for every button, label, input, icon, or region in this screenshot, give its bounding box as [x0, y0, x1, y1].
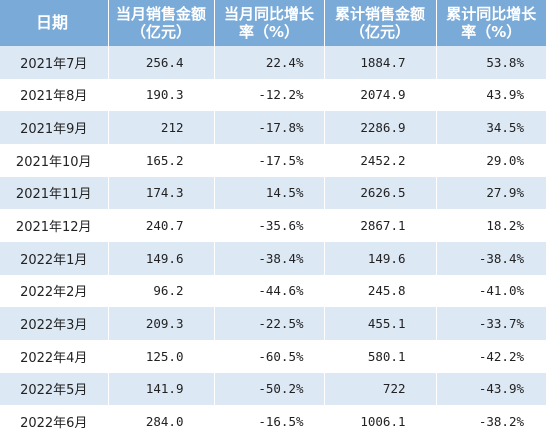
- cell-cumulative-sales: 722: [324, 372, 437, 406]
- header-monthly-yoy-line2: 率（%）: [238, 23, 300, 41]
- cell-monthly-yoy: -44.6%: [214, 274, 325, 308]
- cell-cumulative-sales: 1884.7: [324, 46, 437, 79]
- cell-monthly-sales: 212: [108, 111, 215, 144]
- cell-monthly-sales: 209.3: [108, 307, 215, 340]
- cell-cumulative-yoy: -42.2%: [436, 339, 546, 373]
- header-monthly-yoy: 当月同比增长 率（%）: [214, 0, 325, 46]
- cell-monthly-sales: 149.6: [108, 241, 215, 275]
- table-row: 2021年11月 174.3 14.5% 2626.5 27.9%: [0, 176, 546, 210]
- header-cumulative-yoy-line1: 累计同比增长: [446, 5, 537, 23]
- cell-monthly-sales: 96.2: [108, 274, 215, 308]
- cell-cumulative-yoy: -38.2%: [436, 405, 546, 438]
- header-monthly-sales: 当月销售金额 （亿元）: [108, 0, 215, 46]
- cell-monthly-yoy: -12.2%: [214, 78, 325, 112]
- cell-cumulative-sales: 2867.1: [324, 209, 437, 242]
- cell-monthly-yoy: -38.4%: [214, 241, 325, 275]
- cell-date: 2021年11月: [0, 176, 109, 210]
- header-cumulative-sales-line2: （亿元）: [349, 23, 410, 41]
- cell-monthly-sales: 256.4: [108, 46, 215, 79]
- cell-monthly-sales: 240.7: [108, 209, 215, 242]
- cell-date: 2021年12月: [0, 209, 109, 242]
- cell-monthly-yoy: 14.5%: [214, 176, 325, 210]
- header-cumulative-yoy-line2: 率（%）: [461, 23, 522, 41]
- cell-monthly-yoy: -16.5%: [214, 405, 325, 438]
- header-monthly-sales-line2: （亿元）: [130, 23, 191, 41]
- cell-date: 2021年7月: [0, 46, 109, 79]
- cell-cumulative-sales: 149.6: [324, 241, 437, 275]
- table-row: 2022年2月 96.2 -44.6% 245.8 -41.0%: [0, 274, 546, 308]
- table-row: 2022年6月 284.0 -16.5% 1006.1 -38.2%: [0, 405, 546, 438]
- cell-monthly-yoy: 22.4%: [214, 46, 325, 79]
- cell-cumulative-yoy: 18.2%: [436, 209, 546, 242]
- table-row: 2022年1月 149.6 -38.4% 149.6 -38.4%: [0, 241, 546, 275]
- cell-monthly-sales: 284.0: [108, 405, 215, 438]
- header-cumulative-sales-line1: 累计销售金额: [334, 5, 425, 23]
- cell-cumulative-yoy: -33.7%: [436, 307, 546, 340]
- cell-date: 2021年10月: [0, 143, 109, 177]
- cell-monthly-sales: 190.3: [108, 78, 215, 112]
- cell-cumulative-sales: 2626.5: [324, 176, 437, 210]
- table-header: 日期 当月销售金额 （亿元） 当月同比增长 率（%） 累计销售金额 （亿元） 累…: [0, 0, 546, 46]
- cell-monthly-sales: 165.2: [108, 143, 215, 177]
- cell-date: 2022年1月: [0, 241, 109, 275]
- cell-cumulative-yoy: 27.9%: [436, 176, 546, 210]
- cell-monthly-yoy: -50.2%: [214, 372, 325, 406]
- table-row: 2021年10月 165.2 -17.5% 2452.2 29.0%: [0, 143, 546, 177]
- cell-monthly-yoy: -17.5%: [214, 143, 325, 177]
- cell-monthly-sales: 174.3: [108, 176, 215, 210]
- table-row: 2021年9月 212 -17.8% 2286.9 34.5%: [0, 111, 546, 144]
- cell-date: 2022年6月: [0, 405, 109, 438]
- table-row: 2022年4月 125.0 -60.5% 580.1 -42.2%: [0, 339, 546, 373]
- cell-cumulative-sales: 2286.9: [324, 111, 437, 144]
- cell-monthly-sales: 125.0: [108, 339, 215, 373]
- cell-cumulative-yoy: -43.9%: [436, 372, 546, 406]
- table-row: 2022年5月 141.9 -50.2% 722 -43.9%: [0, 372, 546, 406]
- header-cumulative-yoy: 累计同比增长 率（%）: [436, 0, 546, 46]
- cell-cumulative-yoy: -41.0%: [436, 274, 546, 308]
- cell-date: 2022年2月: [0, 274, 109, 308]
- cell-cumulative-yoy: -38.4%: [436, 241, 546, 275]
- cell-cumulative-yoy: 29.0%: [436, 143, 546, 177]
- header-monthly-yoy-line1: 当月同比增长: [223, 5, 314, 23]
- cell-monthly-sales: 141.9: [108, 372, 215, 406]
- header-date: 日期: [0, 0, 109, 46]
- cell-cumulative-sales: 245.8: [324, 274, 437, 308]
- cell-date: 2022年5月: [0, 372, 109, 406]
- cell-cumulative-sales: 2452.2: [324, 143, 437, 177]
- cell-cumulative-sales: 455.1: [324, 307, 437, 340]
- cell-monthly-yoy: -22.5%: [214, 307, 325, 340]
- cell-date: 2022年3月: [0, 307, 109, 340]
- cell-date: 2022年4月: [0, 339, 109, 373]
- header-monthly-sales-line1: 当月销售金额: [115, 5, 206, 23]
- header-row: 日期 当月销售金额 （亿元） 当月同比增长 率（%） 累计销售金额 （亿元） 累…: [0, 0, 546, 46]
- cell-cumulative-sales: 580.1: [324, 339, 437, 373]
- header-date-label: 日期: [36, 13, 69, 32]
- table-row: 2021年8月 190.3 -12.2% 2074.9 43.9%: [0, 78, 546, 112]
- table-row: 2021年7月 256.4 22.4% 1884.7 53.8%: [0, 46, 546, 79]
- table-row: 2021年12月 240.7 -35.6% 2867.1 18.2%: [0, 209, 546, 242]
- table-body: 2021年7月 256.4 22.4% 1884.7 53.8% 2021年8月 190.3…: [0, 46, 546, 438]
- cell-monthly-yoy: -60.5%: [214, 339, 325, 373]
- cell-cumulative-sales: 2074.9: [324, 78, 437, 112]
- cell-cumulative-yoy: 43.9%: [436, 78, 546, 112]
- cell-cumulative-sales: 1006.1: [324, 405, 437, 438]
- table-row: 2022年3月 209.3 -22.5% 455.1 -33.7%: [0, 307, 546, 340]
- cell-monthly-yoy: -35.6%: [214, 209, 325, 242]
- cell-monthly-yoy: -17.8%: [214, 111, 325, 144]
- cell-date: 2021年9月: [0, 111, 109, 144]
- cell-date: 2021年8月: [0, 78, 109, 112]
- cell-cumulative-yoy: 34.5%: [436, 111, 546, 144]
- header-cumulative-sales: 累计销售金额 （亿元）: [324, 0, 437, 46]
- cell-cumulative-yoy: 53.8%: [436, 46, 546, 79]
